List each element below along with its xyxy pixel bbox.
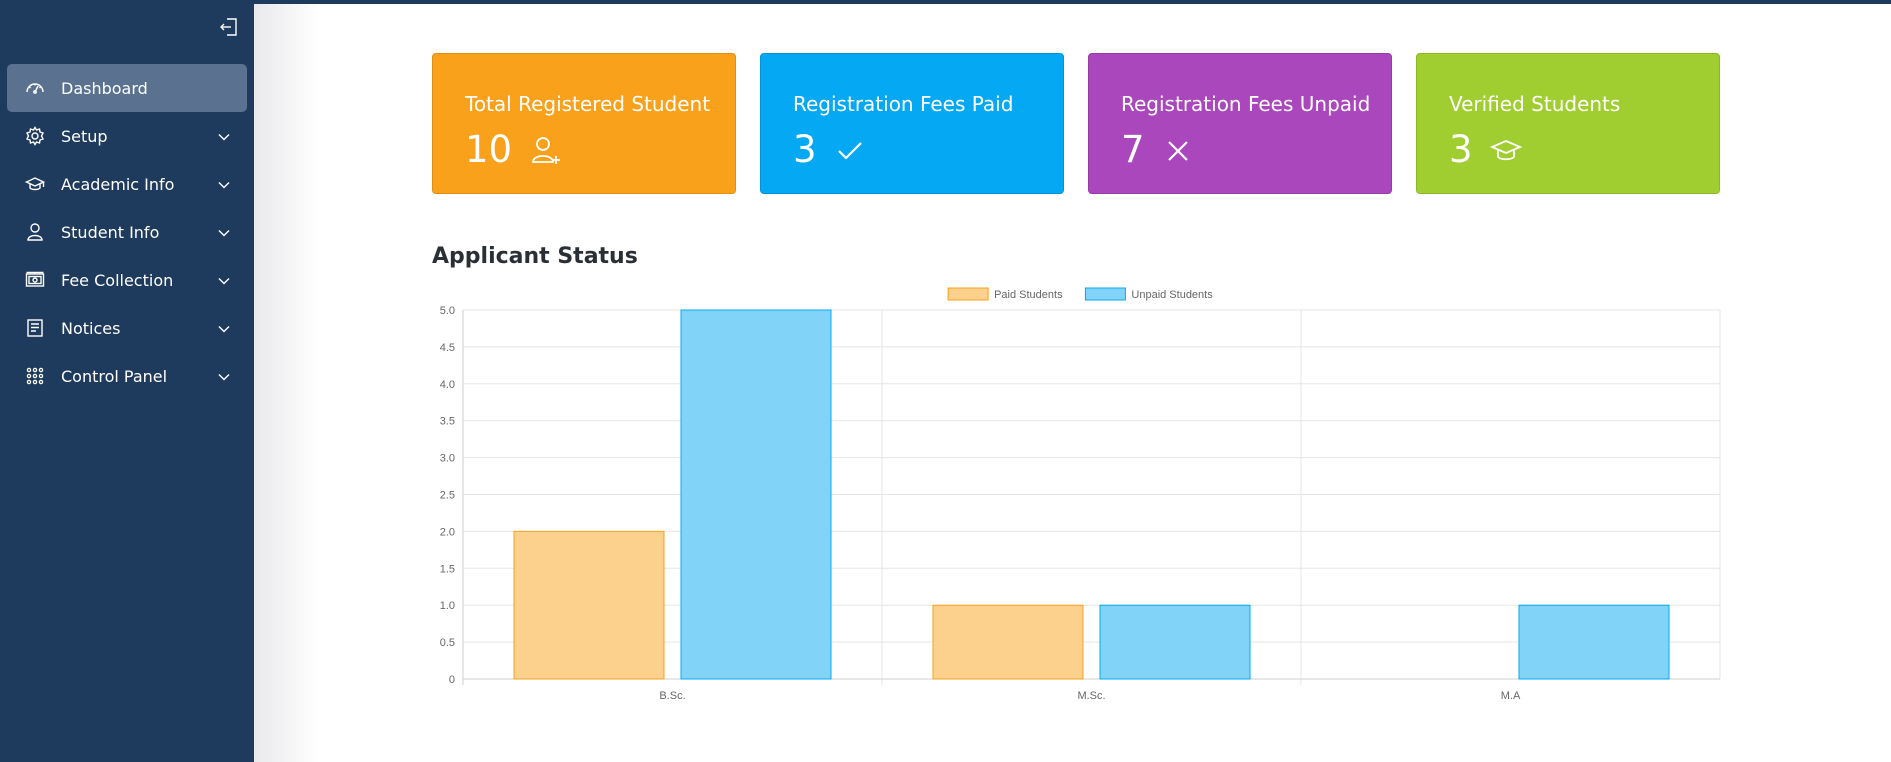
user-plus-icon xyxy=(529,134,563,168)
card-title: Total Registered Student xyxy=(465,92,711,116)
card-value: 10 xyxy=(465,128,513,171)
sidebar-item-label: Fee Collection xyxy=(61,270,174,290)
card-value: 3 xyxy=(793,128,817,171)
y-tick-label: 5.0 xyxy=(440,305,455,317)
chevron-down-icon xyxy=(217,369,231,383)
grid-dots-icon xyxy=(23,364,47,388)
sidebar-item-label: Setup xyxy=(61,126,108,146)
notice-icon xyxy=(23,316,47,340)
sidebar-item-fee-collection[interactable]: Fee Collection xyxy=(7,256,247,304)
section-title: Applicant Status xyxy=(432,244,638,269)
close-icon xyxy=(1161,134,1195,168)
chevron-down-icon xyxy=(217,177,231,191)
bar-paid-students[interactable] xyxy=(513,530,665,680)
sidebar-item-setup[interactable]: Setup xyxy=(7,112,247,160)
card-title: Verified Students xyxy=(1449,92,1621,116)
graduation-cap-icon xyxy=(1489,134,1523,168)
card-verified-students[interactable]: Verified Students 3 xyxy=(1416,53,1720,194)
legend-label[interactable]: Paid Students xyxy=(994,289,1063,301)
user-icon xyxy=(23,220,47,244)
bar-unpaid-students[interactable] xyxy=(1099,604,1251,680)
bar-unpaid-students[interactable] xyxy=(680,309,832,680)
gear-icon xyxy=(23,124,47,148)
sidebar-item-label: Control Panel xyxy=(61,366,168,386)
sidebar-item-notices[interactable]: Notices xyxy=(7,304,247,352)
y-tick-label: 2.0 xyxy=(440,526,455,538)
dashboard-gauge-icon xyxy=(23,76,47,100)
sidebar: Dashboard Setup Academic Info Student In… xyxy=(0,0,254,762)
x-tick-label: M.Sc. xyxy=(1077,690,1105,702)
money-icon xyxy=(23,268,47,292)
legend-swatch[interactable] xyxy=(947,287,989,301)
legend-swatch[interactable] xyxy=(1084,287,1126,301)
chevron-down-icon xyxy=(217,225,231,239)
sidebar-item-student-info[interactable]: Student Info xyxy=(7,208,247,256)
top-accent-bar xyxy=(0,0,1891,4)
chevron-down-icon xyxy=(217,273,231,287)
sidebar-item-label: Dashboard xyxy=(61,78,148,98)
x-tick-label: B.Sc. xyxy=(659,690,685,702)
bar-paid-students[interactable] xyxy=(932,604,1084,680)
legend-label[interactable]: Unpaid Students xyxy=(1131,289,1213,301)
applicant-status-chart: 0 0.5 1.0 1.5 2.0 2.5 3.0 3.5 4.0 4.5 5.0 B.Sc. M.Sc… xyxy=(440,287,1721,702)
x-tick-label: M.A xyxy=(1501,690,1521,702)
sidebar-nav: Dashboard Setup Academic Info Student In… xyxy=(7,64,247,400)
bar-unpaid-students[interactable] xyxy=(1518,604,1670,680)
card-value: 3 xyxy=(1449,128,1473,171)
y-tick-label: 4.5 xyxy=(440,342,455,354)
sidebar-item-academic-info[interactable]: Academic Info xyxy=(7,160,247,208)
card-title: Registration Fees Paid xyxy=(793,92,1014,116)
y-tick-label: 4.0 xyxy=(440,379,455,391)
y-tick-label: 2.5 xyxy=(440,490,455,502)
card-registration-fees-unpaid[interactable]: Registration Fees Unpaid 7 xyxy=(1088,53,1392,194)
card-registration-fees-paid[interactable]: Registration Fees Paid 3 xyxy=(760,53,1064,194)
sidebar-item-control-panel[interactable]: Control Panel xyxy=(7,352,247,400)
card-total-registered-students[interactable]: Total Registered Student 10 xyxy=(432,53,736,194)
sidebar-item-label: Academic Info xyxy=(61,174,175,194)
graduation-cap-icon xyxy=(23,172,47,196)
y-tick-label: 1.5 xyxy=(440,563,455,575)
card-title: Registration Fees Unpaid xyxy=(1121,92,1371,116)
sidebar-item-label: Student Info xyxy=(61,222,160,242)
collapse-left-icon[interactable] xyxy=(218,16,240,38)
y-tick-label: 1.0 xyxy=(440,600,455,612)
y-tick-label: 3.5 xyxy=(440,416,455,428)
sidebar-shadow xyxy=(254,4,320,762)
sidebar-item-label: Notices xyxy=(61,318,121,338)
card-value: 7 xyxy=(1121,128,1145,171)
y-tick-label: 0.5 xyxy=(440,637,455,649)
chevron-down-icon xyxy=(217,321,231,335)
y-tick-label: 0 xyxy=(449,674,455,686)
check-icon xyxy=(833,134,867,168)
sidebar-item-dashboard[interactable]: Dashboard xyxy=(7,64,247,112)
chevron-down-icon xyxy=(217,129,231,143)
y-tick-label: 3.0 xyxy=(440,453,455,465)
